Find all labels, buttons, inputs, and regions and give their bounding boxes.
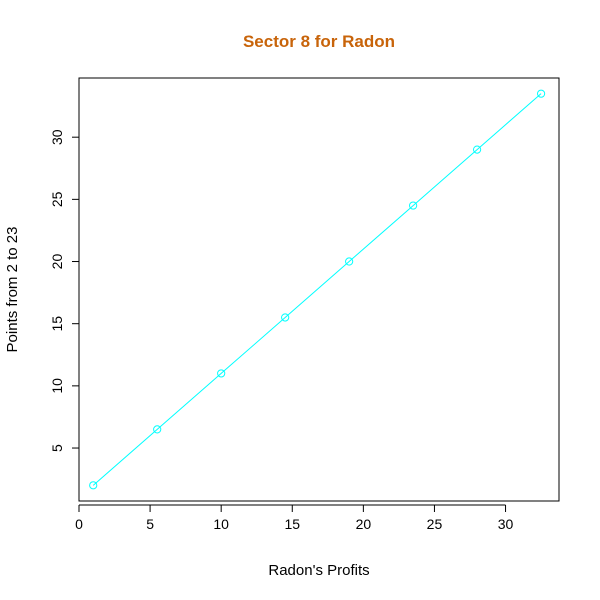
chart-title: Sector 8 for Radon: [243, 32, 395, 51]
data-point: [89, 481, 98, 490]
x-tick-label: 20: [356, 516, 372, 532]
data-point: [473, 145, 482, 154]
x-tick-label: 30: [498, 516, 514, 532]
x-axis: 0 5 10 15 20 25 30: [75, 504, 514, 532]
y-tick-label: 15: [49, 316, 65, 332]
y-tick-label: 10: [49, 378, 65, 394]
y-tick-label: 20: [49, 254, 65, 270]
x-axis-label: Radon's Profits: [268, 562, 369, 579]
y-tick-label: 25: [49, 191, 65, 207]
data-point: [409, 201, 418, 210]
y-axis-label: Points from 2 to 23: [4, 227, 21, 353]
x-tick-label: 15: [284, 516, 300, 532]
data-point: [217, 369, 226, 378]
y-axis: 5 10 15 20 25 30: [49, 129, 80, 452]
y-tick-label: 30: [49, 129, 65, 145]
y-tick-label: 5: [49, 444, 65, 452]
x-tick-label: 10: [213, 516, 229, 532]
x-tick-label: 5: [146, 516, 154, 532]
data-point: [281, 313, 290, 322]
series-layer: [89, 89, 546, 490]
x-tick-label: 0: [75, 516, 83, 532]
data-point: [153, 425, 162, 434]
data-point: [536, 89, 546, 98]
x-tick-label: 25: [427, 516, 443, 532]
data-point: [345, 257, 354, 266]
series-line: [92, 93, 542, 486]
